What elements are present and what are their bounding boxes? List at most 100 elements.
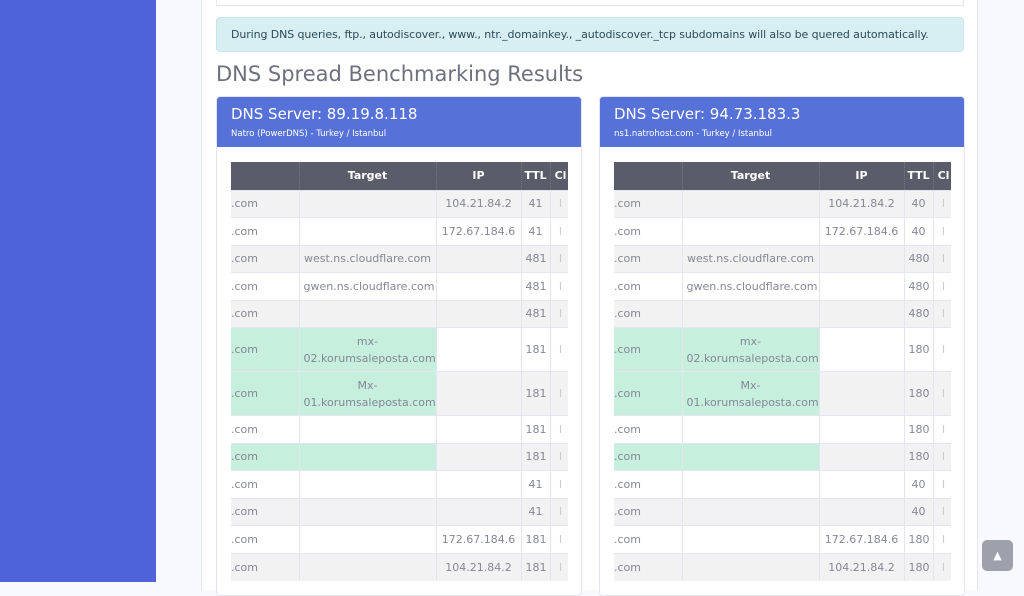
record-cl: I: [933, 272, 951, 300]
table-row: .com 104.21.84.2 180 I: [614, 552, 951, 581]
record-ip: [436, 272, 522, 300]
record-ttl: 181: [521, 552, 551, 581]
record-ttl: 180: [904, 442, 934, 471]
record-cl: I: [550, 244, 568, 273]
column-header: IP: [436, 162, 522, 190]
record-target: [682, 470, 820, 498]
record-ip: [436, 327, 522, 372]
record-cl: I: [933, 371, 951, 416]
record-cl: I: [550, 217, 568, 245]
record-ip: [819, 244, 905, 273]
table-row: .com 104.21.84.2 41 I: [231, 189, 568, 218]
record-ttl: 180: [904, 415, 934, 443]
record-cl: I: [933, 525, 951, 553]
results-table-scroll[interactable]: Target IP TTL Cl .com 104.21.84.2 41 I .com…: [231, 162, 568, 581]
record-cl: I: [933, 415, 951, 443]
record-target: [299, 299, 437, 328]
record-target: [682, 442, 820, 471]
chevron-up-icon: ▲: [993, 549, 1002, 562]
record-ip: 172.67.184.6: [436, 217, 522, 245]
record-ttl: 41: [521, 497, 551, 526]
table-row: .com 104.21.84.2 181 I: [231, 552, 568, 581]
previous-card-bottom: [216, 0, 964, 6]
table-row: .com 41 I: [231, 470, 568, 498]
record-name: .com: [231, 552, 300, 581]
column-header: Cl: [933, 162, 951, 190]
server-subtitle: ns1.natrohost.com - Turkey / Istanbul: [614, 129, 772, 139]
record-ip: 172.67.184.6: [819, 525, 905, 553]
record-name: .com: [231, 525, 300, 553]
record-target: [682, 415, 820, 443]
record-ip: [819, 299, 905, 328]
record-ttl: 181: [521, 525, 551, 553]
record-target: [299, 497, 437, 526]
record-target: west.ns.cloudflare.com: [682, 244, 820, 273]
table-row: .com 41 I: [231, 497, 568, 526]
record-ip: [819, 442, 905, 471]
record-name: .com: [614, 470, 683, 498]
record-cl: I: [933, 552, 951, 581]
scroll-to-top-button[interactable]: ▲: [982, 540, 1013, 571]
table-row: .com 181 I: [231, 442, 568, 471]
record-ttl: 40: [904, 497, 934, 526]
record-name: .com: [614, 442, 683, 471]
table-row: .com 172.67.184.6 41 I: [231, 217, 568, 245]
record-name: .com: [231, 371, 300, 416]
record-cl: I: [550, 552, 568, 581]
record-ttl: 481: [521, 244, 551, 273]
results-table-scroll[interactable]: Target IP TTL Cl .com 104.21.84.2 40 I .com…: [614, 162, 951, 581]
record-target: mx-02.korumsaleposta.com: [299, 327, 437, 372]
record-name: .com: [231, 299, 300, 328]
record-target: [299, 217, 437, 245]
record-name: .com: [614, 217, 683, 245]
record-ip: 104.21.84.2: [436, 189, 522, 218]
table-row: .com 40 I: [614, 497, 951, 526]
record-name: .com: [614, 244, 683, 273]
record-target: [299, 470, 437, 498]
record-ttl: 481: [521, 299, 551, 328]
table-row: .com 104.21.84.2 40 I: [614, 189, 951, 218]
column-header: [231, 162, 300, 190]
column-header: Cl: [550, 162, 568, 190]
record-target: mx-02.korumsaleposta.com: [682, 327, 820, 372]
record-ttl: 481: [521, 272, 551, 300]
record-cl: I: [933, 327, 951, 372]
record-target: gwen.ns.cloudflare.com: [299, 272, 437, 300]
record-target: [299, 442, 437, 471]
record-ip: [436, 442, 522, 471]
table-row: .com 481 I: [231, 299, 568, 328]
table-row: .com 480 I: [614, 299, 951, 328]
record-name: .com: [231, 497, 300, 526]
card-header: DNS Server: 94.73.183.3 ns1.natrohost.co…: [600, 97, 964, 147]
record-cl: I: [550, 327, 568, 372]
record-ttl: 41: [521, 189, 551, 218]
record-target: [682, 189, 820, 218]
column-header: [614, 162, 683, 190]
record-ip: 104.21.84.2: [819, 552, 905, 581]
record-target: gwen.ns.cloudflare.com: [682, 272, 820, 300]
record-ip: [436, 470, 522, 498]
record-cl: I: [933, 244, 951, 273]
table-row: .com west.ns.cloudflare.com 481 I: [231, 244, 568, 273]
record-ip: [819, 415, 905, 443]
column-header: Target: [682, 162, 820, 190]
record-ttl: 40: [904, 189, 934, 218]
record-ip: [819, 470, 905, 498]
table-row: .com 172.67.184.6 181 I: [231, 525, 568, 553]
table-row: .com 180 I: [614, 415, 951, 443]
record-target: west.ns.cloudflare.com: [299, 244, 437, 273]
record-cl: I: [550, 299, 568, 328]
record-ttl: 180: [904, 552, 934, 581]
record-cl: I: [550, 470, 568, 498]
page-title: DNS Spread Benchmarking Results: [216, 62, 584, 86]
record-ip: [436, 371, 522, 416]
sidebar: [0, 0, 156, 582]
record-cl: I: [550, 371, 568, 416]
record-ip: [819, 371, 905, 416]
dns-server-card: DNS Server: 89.19.8.118 Natro (PowerDNS)…: [216, 96, 582, 596]
record-cl: I: [550, 272, 568, 300]
table-row: .com mx-02.korumsaleposta.com 180 I: [614, 327, 951, 372]
record-target: Mx-01.korumsaleposta.com: [299, 371, 437, 416]
record-target: [682, 299, 820, 328]
record-cl: I: [933, 442, 951, 471]
